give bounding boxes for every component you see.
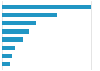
Bar <box>2 5 91 9</box>
Bar <box>2 62 10 66</box>
Bar <box>2 46 15 50</box>
Bar <box>2 13 57 17</box>
Bar <box>2 54 12 58</box>
Bar <box>2 21 36 25</box>
Bar <box>2 29 29 34</box>
Bar <box>2 37 23 42</box>
